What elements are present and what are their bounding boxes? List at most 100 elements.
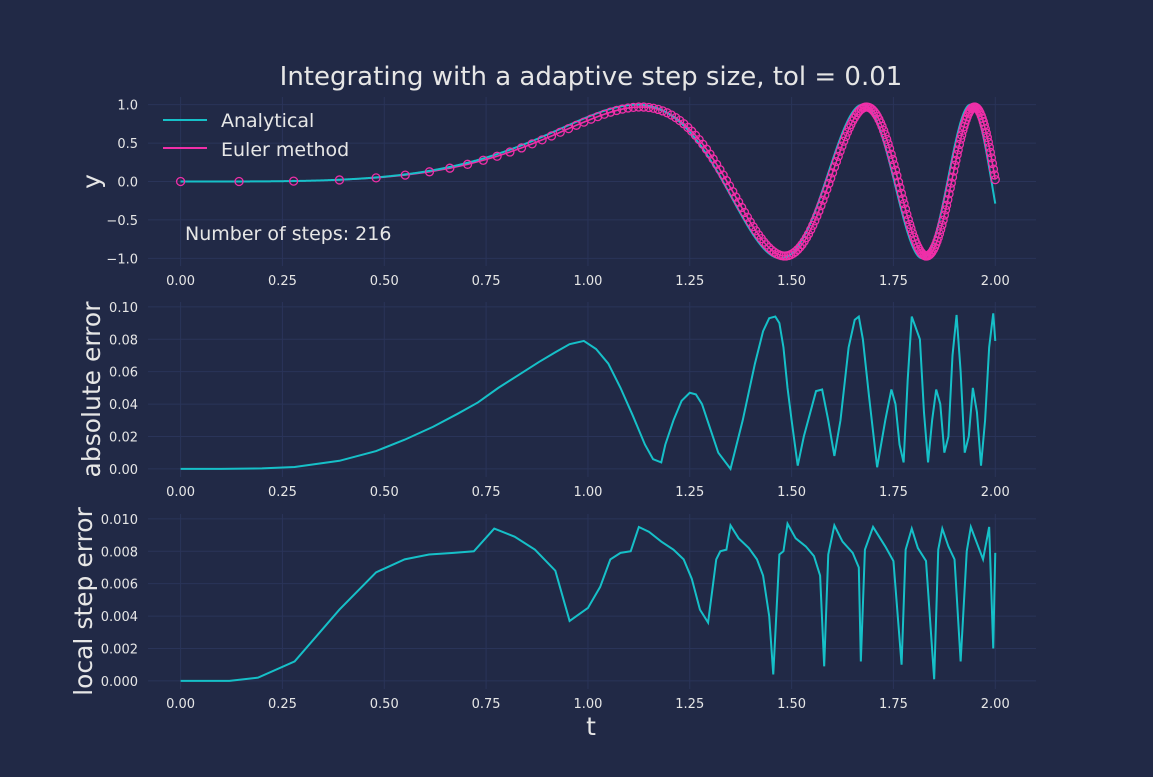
- x-tick-label: 2.00: [981, 697, 1010, 712]
- panel-y: 0.00 0.25 0.50 0.75 1.00 1.25 1.50 1.75 2.00 −1.0…: [77, 97, 1036, 289]
- y-axis-title: absolute error: [77, 301, 106, 478]
- x-tick-label: 0.25: [268, 274, 297, 289]
- euler-marker: [989, 170, 1000, 180]
- euler-marker: [599, 109, 609, 119]
- legend-label-analytical: Analytical: [221, 110, 314, 132]
- euler-marker: [938, 215, 948, 225]
- y-tick-label: 0.010: [101, 513, 138, 528]
- euler-marker: [943, 195, 953, 205]
- euler-marker: [814, 206, 824, 216]
- euler-marker: [445, 163, 455, 173]
- euler-marker: [658, 106, 668, 116]
- euler-marker: [955, 134, 966, 144]
- euler-marker: [812, 211, 822, 221]
- euler-marker: [648, 103, 659, 113]
- euler-marker: [906, 223, 916, 234]
- euler-marker: [653, 104, 663, 115]
- euler-marker: [869, 107, 879, 117]
- euler-marker: [334, 175, 345, 185]
- euler-marker: [936, 224, 946, 235]
- y-tick-label: 0.006: [101, 578, 138, 593]
- euler-marker: [739, 207, 750, 218]
- euler-marker: [818, 195, 828, 205]
- euler-marker: [605, 107, 616, 117]
- x-tick-label: 0.75: [472, 697, 501, 712]
- euler-marker: [990, 174, 1000, 185]
- euler-marker: [984, 142, 995, 152]
- euler-marker: [478, 155, 488, 165]
- euler-marker: [628, 102, 638, 112]
- y-tick-label: 0.04: [109, 398, 138, 413]
- y-tick-label: 0.002: [101, 642, 138, 657]
- x-tick-label: 0.00: [166, 485, 195, 500]
- x-tick-label: 0.50: [370, 697, 399, 712]
- euler-marker: [896, 188, 907, 198]
- euler-marker: [892, 171, 902, 181]
- x-tick-label: 1.25: [675, 697, 704, 712]
- panel-absolute-error: 0.00 0.25 0.50 0.75 1.00 1.25 1.50 1.75 2.00 0.00…: [77, 301, 1036, 500]
- euler-marker: [957, 130, 967, 140]
- euler-marker: [941, 200, 952, 210]
- euler-marker: [742, 212, 753, 222]
- euler-marker: [886, 149, 896, 159]
- euler-marker: [745, 217, 755, 227]
- x-tick-label: 2.00: [981, 274, 1010, 289]
- series-line-local-step-error: [180, 520, 997, 682]
- euler-marker: [733, 197, 744, 207]
- euler-marker: [824, 178, 834, 189]
- euler-marker: [944, 189, 954, 199]
- euler-marker: [933, 232, 943, 243]
- euler-marker: [985, 147, 996, 158]
- x-tick-label: 1.00: [573, 274, 602, 289]
- euler-marker: [953, 145, 963, 155]
- x-tick-label: 0.25: [268, 697, 297, 712]
- euler-marker: [887, 154, 898, 165]
- euler-marker: [644, 102, 654, 113]
- x-tick-label: 1.25: [675, 485, 704, 500]
- euler-marker: [934, 229, 945, 239]
- euler-marker: [571, 120, 581, 130]
- euler-marker: [980, 124, 990, 134]
- x-tick-label: 1.75: [879, 274, 908, 289]
- x-tick-label: 1.50: [777, 274, 806, 289]
- euler-marker: [949, 166, 959, 176]
- x-tick-label: 1.25: [675, 274, 704, 289]
- euler-marker: [516, 143, 527, 153]
- euler-marker: [593, 111, 603, 122]
- euler-marker: [769, 247, 779, 257]
- steps-annotation: Number of steps: 216: [185, 223, 391, 245]
- x-tick-label: 0.50: [370, 485, 399, 500]
- euler-marker: [731, 192, 741, 202]
- x-tick-label: 1.00: [573, 485, 602, 500]
- euler-marker: [527, 139, 537, 149]
- euler-marker: [492, 151, 502, 161]
- euler-marker: [951, 155, 961, 165]
- euler-marker: [820, 190, 830, 200]
- euler-marker: [884, 143, 895, 154]
- euler-marker: [945, 183, 955, 193]
- euler-marker: [927, 247, 937, 257]
- y-tick-label: 0.008: [101, 545, 138, 560]
- euler-marker: [972, 103, 982, 113]
- euler-marker: [879, 125, 889, 136]
- figure-title: Integrating with a adaptive step size, t…: [280, 62, 903, 92]
- y-tick-label: 0.000: [101, 675, 138, 690]
- euler-marker: [803, 229, 814, 239]
- euler-marker: [866, 103, 876, 114]
- euler-marker: [839, 136, 849, 146]
- y-tick-label: 0.00: [109, 463, 138, 478]
- euler-marker: [882, 134, 892, 145]
- euler-marker: [795, 242, 805, 252]
- euler-marker: [759, 237, 769, 247]
- euler-marker: [988, 164, 999, 174]
- euler-marker: [983, 137, 993, 147]
- euler-marker: [871, 109, 881, 119]
- euler-marker: [981, 128, 991, 138]
- euler-marker: [902, 209, 912, 220]
- euler-marker: [827, 168, 838, 178]
- y-tick-label: 0.06: [109, 366, 138, 381]
- euler-marker: [937, 220, 947, 230]
- euler-marker: [837, 141, 847, 151]
- x-tick-label: 0.75: [472, 274, 501, 289]
- x-tick-label: 1.75: [879, 697, 908, 712]
